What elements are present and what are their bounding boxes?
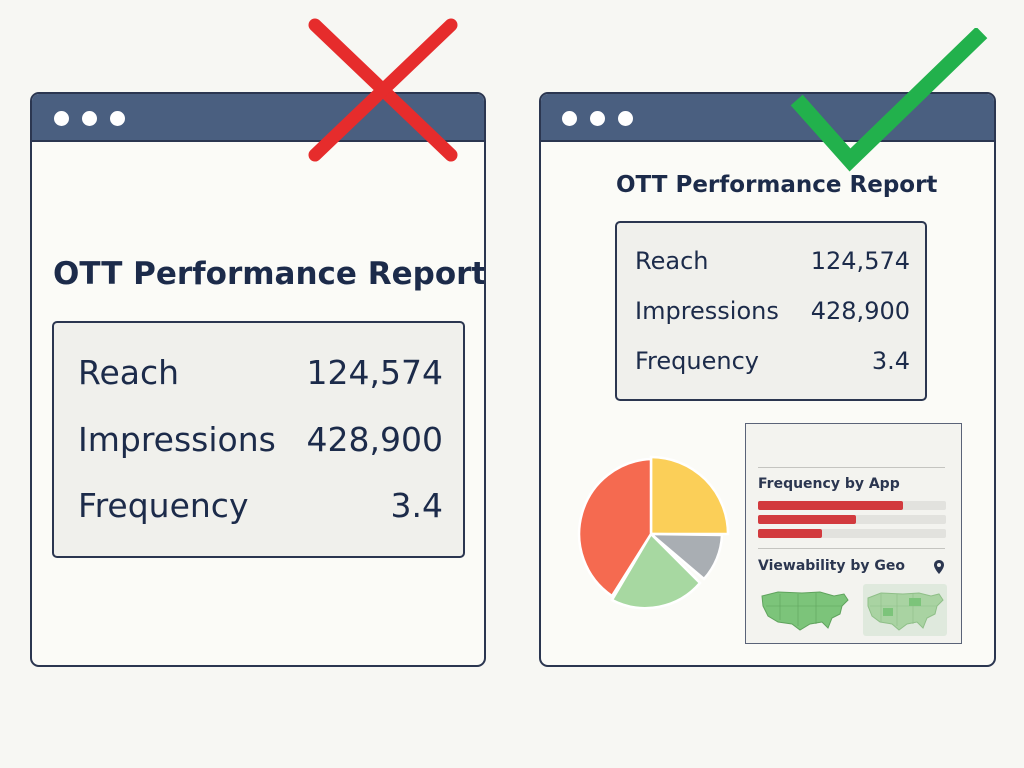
metric-row-impressions: Impressions 428,900 xyxy=(54,420,463,460)
pie-slice xyxy=(610,531,702,610)
metric-row-reach: Reach 124,574 xyxy=(54,353,463,393)
bad-report-window: OTT Performance Report Reach 124,574 Imp… xyxy=(30,92,486,667)
pie-slice xyxy=(649,455,730,536)
good-report-window: OTT Performance Report Reach 124,574 Imp… xyxy=(539,92,996,667)
report-title: OTT Performance Report xyxy=(53,256,486,292)
pie-chart xyxy=(577,455,730,610)
metrics-box: Reach 124,574 Impressions 428,900 Freque… xyxy=(615,221,927,401)
metric-value: 428,900 xyxy=(810,297,910,325)
metric-row-reach: Reach 124,574 xyxy=(617,247,925,277)
divider xyxy=(758,467,945,468)
metric-label: Impressions xyxy=(635,297,779,325)
metric-value: 3.4 xyxy=(390,486,443,525)
metric-row-impressions: Impressions 428,900 xyxy=(617,297,925,327)
metric-row-frequency: Frequency 3.4 xyxy=(617,347,925,377)
window-dot-icon xyxy=(82,111,97,126)
window-dot-icon xyxy=(590,111,605,126)
metric-label: Frequency xyxy=(635,347,759,375)
metric-label: Impressions xyxy=(78,420,276,459)
frequency-bar xyxy=(758,529,822,538)
frequency-bar-track xyxy=(758,515,946,524)
frequency-bar-track xyxy=(758,501,946,510)
metric-value: 124,574 xyxy=(306,353,443,392)
geo-widget-title: Viewability by Geo xyxy=(758,558,905,574)
x-icon xyxy=(308,18,458,162)
us-map-icon xyxy=(863,584,947,636)
map-pin-icon xyxy=(934,560,944,574)
divider xyxy=(758,548,945,549)
metrics-box: Reach 124,574 Impressions 428,900 Freque… xyxy=(52,321,465,558)
frequency-bar xyxy=(758,515,856,524)
frequency-widget-title: Frequency by App xyxy=(758,476,900,492)
metric-label: Reach xyxy=(78,353,180,392)
pie-slice xyxy=(647,532,724,581)
metric-value: 3.4 xyxy=(871,347,910,375)
report-title: OTT Performance Report xyxy=(616,172,938,198)
us-map-icon xyxy=(761,591,849,631)
window-dot-icon xyxy=(562,111,577,126)
widgets-panel: Frequency by App Viewability by Geo xyxy=(745,423,962,644)
check-icon xyxy=(790,28,988,172)
pie-slice xyxy=(577,457,653,598)
frequency-bar-track xyxy=(758,529,946,538)
window-dot-icon xyxy=(618,111,633,126)
metric-row-frequency: Frequency 3.4 xyxy=(54,486,463,526)
window-dot-icon xyxy=(110,111,125,126)
metric-value: 428,900 xyxy=(306,420,443,459)
metric-value: 124,574 xyxy=(810,247,910,275)
window-titlebar xyxy=(541,94,994,142)
window-dot-icon xyxy=(54,111,69,126)
frequency-bar xyxy=(758,501,903,510)
metric-label: Frequency xyxy=(78,486,249,525)
metric-label: Reach xyxy=(635,247,709,275)
